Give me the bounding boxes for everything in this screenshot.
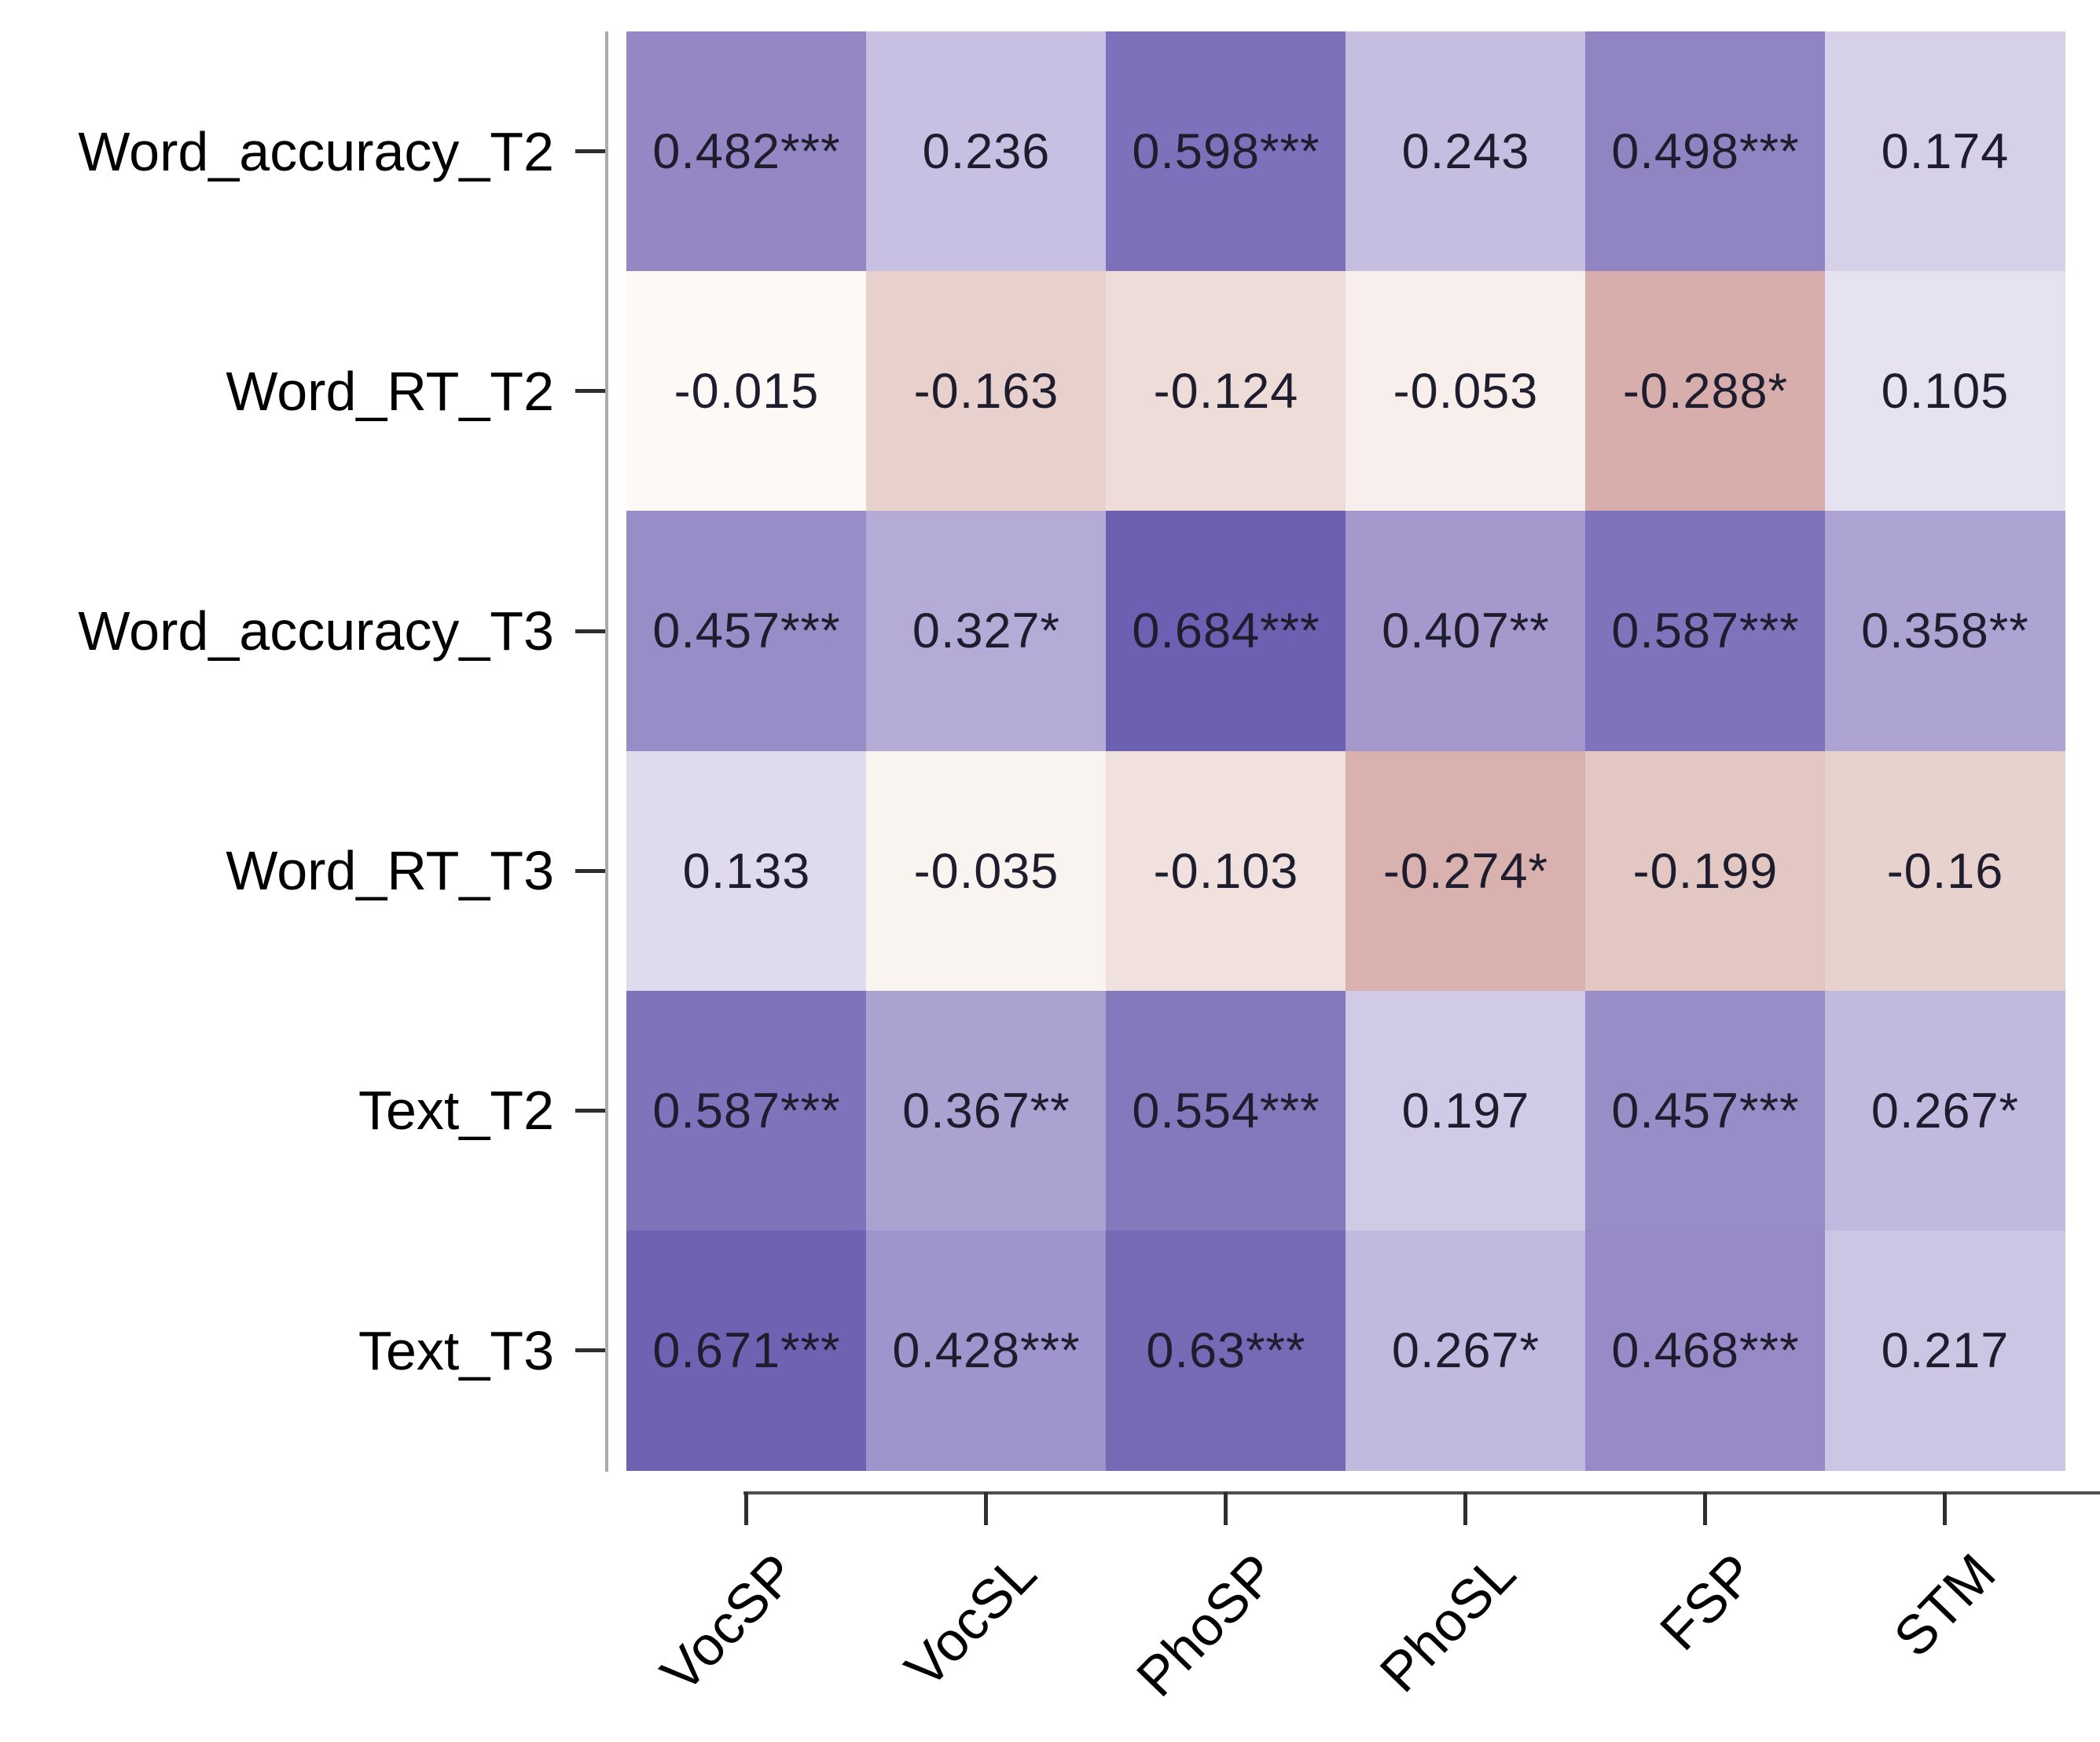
heatmap-cell: 0.133 bbox=[626, 750, 867, 992]
heatmap-cell-value: 0.482*** bbox=[652, 124, 841, 180]
heatmap-cell-value: 0.267* bbox=[1391, 1323, 1540, 1379]
heatmap-cell: -0.053 bbox=[1346, 271, 1586, 512]
heatmap-cell: 0.457*** bbox=[1585, 990, 1826, 1231]
heatmap-cell-value: 0.267* bbox=[1871, 1083, 2020, 1139]
heatmap-cell-value: -0.274* bbox=[1382, 843, 1549, 899]
heatmap-cell-value: 0.428*** bbox=[892, 1323, 1081, 1379]
y-axis-label: Word_RT_T3 bbox=[226, 840, 554, 902]
x-axis-tick bbox=[1463, 1492, 1467, 1525]
y-axis-label: Word_accuracy_T2 bbox=[78, 120, 554, 182]
heatmap-cell-value: 0.236 bbox=[922, 124, 1051, 180]
heatmap-cell: 0.105 bbox=[1825, 271, 2065, 512]
heatmap-cell: 0.174 bbox=[1825, 31, 2065, 273]
y-axis-label: Text_T3 bbox=[358, 1319, 554, 1381]
y-axis-tick bbox=[575, 389, 605, 394]
heatmap-cell: 0.468*** bbox=[1585, 1230, 1826, 1472]
heatmap-cell: -0.16 bbox=[1825, 750, 2065, 992]
heatmap-cell: 0.457*** bbox=[626, 511, 867, 752]
heatmap-cell-value: 0.174 bbox=[1881, 124, 2010, 180]
heatmap-cell-value: 0.587*** bbox=[1611, 603, 1800, 659]
y-axis-line bbox=[605, 31, 608, 1472]
y-axis-tick bbox=[575, 868, 605, 873]
heatmap-cell: 0.554*** bbox=[1106, 990, 1346, 1231]
heatmap-cell-value: 0.367** bbox=[902, 1083, 1070, 1139]
y-axis-tick bbox=[575, 1348, 605, 1353]
heatmap-cell: 0.684*** bbox=[1106, 511, 1346, 752]
x-axis-tick bbox=[1943, 1492, 1947, 1525]
heatmap-cell-value: 0.407** bbox=[1382, 603, 1550, 659]
heatmap-cell: 0.267* bbox=[1346, 1230, 1586, 1472]
heatmap-cell-value: 0.554*** bbox=[1132, 1083, 1320, 1139]
heatmap-cell: 0.63*** bbox=[1106, 1230, 1346, 1472]
x-axis-label: FSP bbox=[1648, 1542, 1768, 1662]
y-axis-label: Word_accuracy_T3 bbox=[78, 600, 554, 662]
heatmap-cell-value: -0.163 bbox=[913, 364, 1059, 420]
x-axis-label: VocSP bbox=[649, 1542, 809, 1704]
x-axis-tick bbox=[1703, 1492, 1707, 1525]
heatmap-cell: -0.163 bbox=[866, 271, 1107, 512]
heatmap-cell: 0.407** bbox=[1346, 511, 1586, 752]
x-axis-label: VocSL bbox=[893, 1542, 1048, 1700]
heatmap-cell-value: -0.053 bbox=[1393, 364, 1539, 420]
heatmap-cell: -0.015 bbox=[626, 271, 867, 512]
y-axis-tick bbox=[575, 1108, 605, 1113]
heatmap-cell: -0.199 bbox=[1585, 750, 1826, 992]
heatmap-cell: -0.035 bbox=[866, 750, 1107, 992]
heatmap-cell: 0.327* bbox=[866, 511, 1107, 752]
heatmap-cell-value: 0.684*** bbox=[1132, 603, 1320, 659]
heatmap-cell: 0.217 bbox=[1825, 1230, 2065, 1472]
heatmap-cell: 0.243 bbox=[1346, 31, 1586, 273]
y-axis-tick bbox=[575, 149, 605, 154]
heatmap-cell-value: 0.243 bbox=[1401, 124, 1530, 180]
heatmap-cell-value: 0.498*** bbox=[1611, 124, 1800, 180]
heatmap-cell: 0.267* bbox=[1825, 990, 2065, 1231]
y-axis-label: Word_RT_T2 bbox=[226, 360, 554, 422]
heatmap-cell-value: 0.327* bbox=[912, 603, 1061, 659]
x-axis-tick bbox=[984, 1492, 988, 1525]
y-axis-tick bbox=[575, 629, 605, 633]
heatmap-cell-value: 0.133 bbox=[682, 843, 811, 899]
heatmap-cell-value: 0.217 bbox=[1881, 1323, 2010, 1379]
heatmap-cell: -0.103 bbox=[1106, 750, 1346, 992]
heatmap-cell: 0.498*** bbox=[1585, 31, 1826, 273]
heatmap-cell-value: 0.671*** bbox=[652, 1323, 841, 1379]
heatmap-cell: -0.288* bbox=[1585, 271, 1826, 512]
heatmap-cell-value: 0.457*** bbox=[652, 603, 841, 659]
heatmap-cell: 0.482*** bbox=[626, 31, 867, 273]
x-axis-tick bbox=[1224, 1492, 1228, 1525]
heatmap-cell-value: -0.16 bbox=[1886, 843, 2004, 899]
x-axis-tick bbox=[744, 1492, 748, 1525]
heatmap-cell: 0.587*** bbox=[1585, 511, 1826, 752]
heatmap-cell: 0.236 bbox=[866, 31, 1107, 273]
heatmap-cell: 0.197 bbox=[1346, 990, 1586, 1231]
x-axis-label: PhoSP bbox=[1124, 1542, 1288, 1708]
heatmap-cell-value: -0.124 bbox=[1153, 364, 1299, 420]
heatmap-cell: -0.124 bbox=[1106, 271, 1346, 512]
y-axis-label: Text_T2 bbox=[358, 1080, 554, 1142]
heatmap-cell: -0.274* bbox=[1346, 750, 1586, 992]
heatmap-cell-value: -0.015 bbox=[674, 364, 820, 420]
heatmap-cell-value: 0.457*** bbox=[1611, 1083, 1800, 1139]
x-axis-line bbox=[743, 1491, 2100, 1494]
heatmap-cell: 0.428*** bbox=[866, 1230, 1107, 1472]
heatmap-cell: 0.671*** bbox=[626, 1230, 867, 1472]
heatmap-cell: 0.598*** bbox=[1106, 31, 1346, 273]
heatmap-cell-value: 0.358** bbox=[1861, 603, 2029, 659]
heatmap-cell-value: 0.105 bbox=[1881, 364, 2010, 420]
heatmap-cell-value: 0.197 bbox=[1401, 1083, 1530, 1139]
x-axis-label: PhoSL bbox=[1368, 1542, 1528, 1704]
heatmap-cell: 0.587*** bbox=[626, 990, 867, 1231]
heatmap-cell: 0.358** bbox=[1825, 511, 2065, 752]
heatmap-cell-value: 0.587*** bbox=[652, 1083, 841, 1139]
heatmap-cell-value: 0.63*** bbox=[1146, 1323, 1306, 1379]
heatmap-cell-value: 0.468*** bbox=[1611, 1323, 1800, 1379]
heatmap-cell-value: -0.035 bbox=[913, 843, 1059, 899]
heatmap-cell-value: 0.598*** bbox=[1132, 124, 1320, 180]
heatmap-cell-value: -0.103 bbox=[1153, 843, 1299, 899]
x-axis-label: STM bbox=[1882, 1542, 2007, 1669]
heatmap-cell: 0.367** bbox=[866, 990, 1107, 1231]
heatmap-cell-value: -0.288* bbox=[1622, 364, 1789, 420]
heatmap-cell-value: -0.199 bbox=[1632, 843, 1779, 899]
